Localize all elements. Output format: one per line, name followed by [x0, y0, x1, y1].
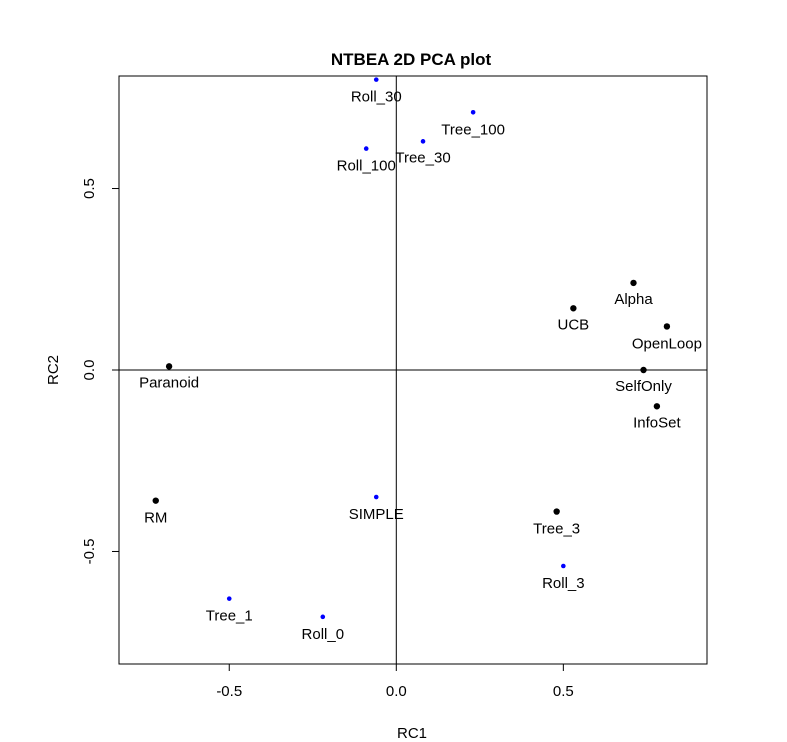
data-label: Tree_3	[533, 521, 580, 538]
data-point	[653, 403, 661, 410]
y-tick-label: 0.0	[81, 360, 98, 381]
chart-title: NTBEA 2D PCA plot	[331, 50, 492, 69]
data-label: SIMPLE	[349, 506, 404, 523]
data-label: Roll_0	[302, 626, 345, 643]
data-point	[630, 279, 637, 287]
data-label: Tree_100	[441, 121, 505, 138]
x-axis: -0.5 0.0 0.5	[216, 664, 574, 700]
data-point	[640, 366, 647, 374]
x-tick-label: 0.0	[386, 683, 407, 700]
y-axis: -0.5 0.0 0.5	[81, 178, 119, 564]
reference-lines	[119, 76, 707, 664]
data-point	[363, 146, 369, 151]
data-point	[373, 494, 379, 500]
data-label: Alpha	[614, 291, 653, 308]
y-tick-label: 0.5	[81, 178, 98, 199]
data-point	[320, 614, 326, 620]
data-point	[570, 305, 577, 312]
data-point	[561, 563, 566, 569]
y-axis-label: RC2	[45, 355, 62, 385]
data-point	[420, 139, 426, 144]
data-label: Tree_1	[206, 608, 253, 625]
data-label: Roll_30	[351, 89, 402, 106]
y-tick-label: -0.5	[81, 539, 98, 565]
data-label: RM	[144, 510, 167, 527]
x-tick-label: -0.5	[216, 683, 242, 700]
data-label: SelfOnly	[615, 378, 672, 395]
data-point	[663, 323, 671, 330]
data-label: UCB	[558, 316, 590, 333]
data-label: Tree_30	[395, 149, 450, 166]
data-point	[152, 497, 159, 504]
data-points	[152, 77, 671, 620]
x-axis-label: RC1	[397, 725, 427, 742]
data-label: OpenLoop	[632, 335, 702, 352]
data-labels: Paranoid RM UCB Alpha OpenLoop SelfOnly InfoSe…	[139, 89, 702, 643]
data-label: Roll_100	[337, 158, 396, 175]
data-point	[373, 77, 379, 82]
data-point	[165, 363, 173, 370]
data-point	[226, 596, 232, 601]
data-label: InfoSet	[633, 414, 681, 431]
data-label: Paranoid	[139, 374, 199, 391]
data-label: Roll_3	[542, 575, 585, 592]
data-point	[553, 508, 560, 515]
data-point	[470, 109, 476, 115]
x-tick-label: 0.5	[553, 683, 574, 700]
